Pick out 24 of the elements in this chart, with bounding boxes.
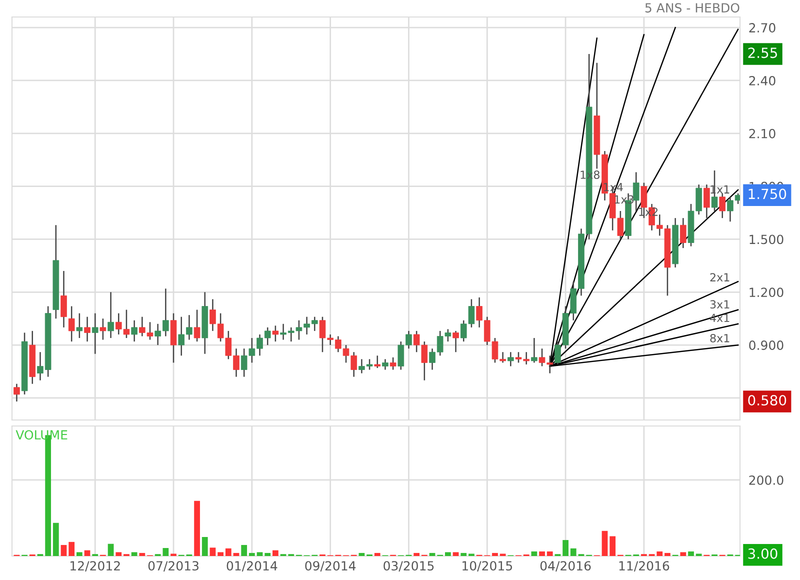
series-label: 2x1: [710, 273, 730, 282]
y-tick-label: 2.10: [749, 128, 776, 138]
text: 0.580: [748, 395, 786, 406]
y-tick-label: 200.0: [749, 475, 784, 485]
y-tick-label: 0.900: [749, 340, 784, 350]
x-tick-label: 07/2013: [148, 561, 198, 572]
y-tick-label: 1.200: [750, 288, 784, 298]
x-tick-label: 04/2016: [540, 561, 591, 572]
x-tick-label: 09/2014: [305, 561, 356, 572]
text: 1.750: [748, 188, 786, 200]
x-tick-label: 01/2014: [226, 561, 278, 572]
x-tick-label: 12/2012: [70, 561, 120, 572]
series-label: 4x1: [710, 314, 730, 322]
text: 3.00: [748, 548, 778, 559]
y-tick-label: 1.500: [750, 234, 784, 244]
x-tick-label: 11/2016: [619, 561, 670, 572]
y-tick-label: 2.70: [749, 23, 776, 33]
text: 2.55: [748, 48, 777, 58]
x-tick-label: 03/2015: [384, 561, 434, 572]
x-tick-label: 10/2015: [462, 561, 512, 572]
y-tick-label: 2.40: [749, 76, 776, 86]
series-label: 8x1: [710, 334, 730, 342]
chart-title: 5 ANS - HEBDO: [645, 3, 740, 13]
series-label: 3x1: [710, 300, 730, 309]
